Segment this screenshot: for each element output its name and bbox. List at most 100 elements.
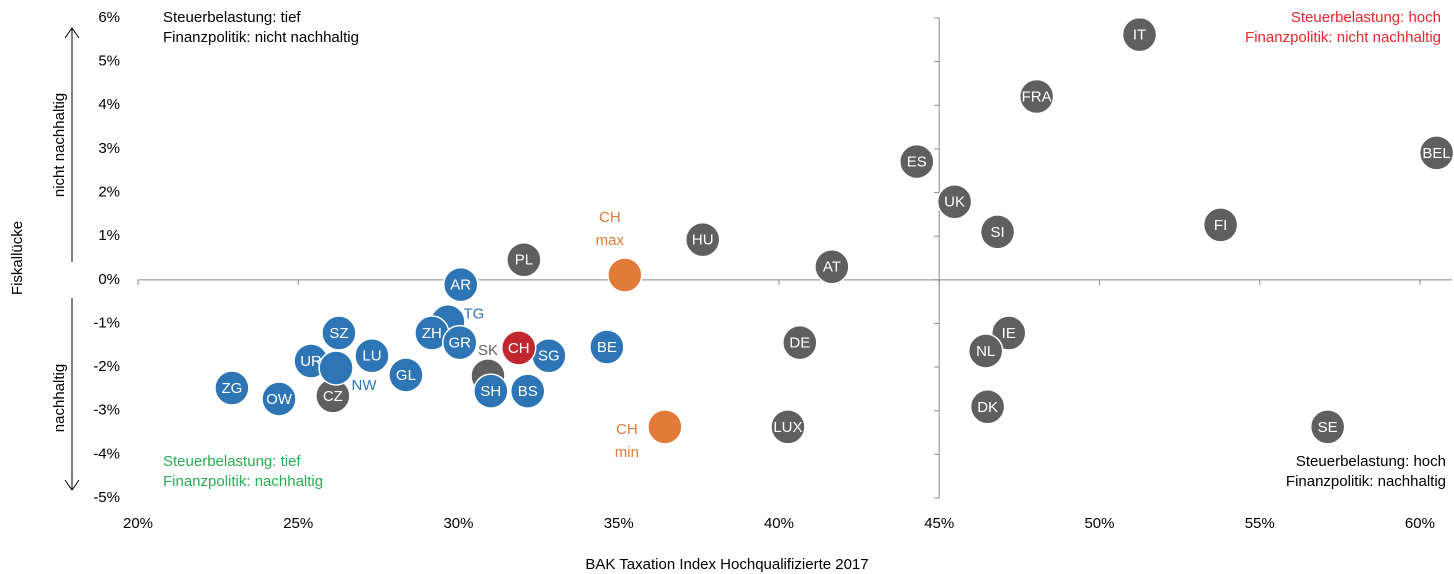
- point-label: AT: [823, 259, 841, 276]
- data-point: [647, 409, 683, 445]
- y-tick-label: 0%: [98, 271, 120, 288]
- data-point: [770, 409, 806, 445]
- quadrant-annotation: Steuerbelastung: tief: [163, 9, 301, 26]
- point-label: GR: [449, 335, 472, 352]
- point-label: FI: [1214, 217, 1227, 234]
- y-tick-label: -5%: [93, 489, 120, 506]
- data-point: [814, 248, 850, 285]
- x-tick-label: 45%: [924, 515, 954, 532]
- point-label: BEL: [1422, 145, 1450, 162]
- y-tick-label: -4%: [93, 445, 120, 462]
- point-label: SE: [1318, 419, 1338, 436]
- quadrant-annotation: Finanzpolitik: nicht nachhaltig: [163, 29, 359, 46]
- point-label: LUX: [773, 419, 802, 436]
- data-point: [684, 221, 721, 258]
- point-label: SG: [538, 348, 560, 365]
- y-tick-label: -3%: [93, 402, 120, 419]
- x-tick-label: 60%: [1405, 515, 1435, 532]
- data-point: [442, 266, 479, 303]
- data-point: [388, 357, 424, 393]
- quadrant-annotation: Steuerbelastung: hoch: [1296, 453, 1446, 470]
- arrow-label-down: nachhaltig: [51, 364, 68, 432]
- quadrant-annotation: Steuerbelastung: tief: [163, 453, 301, 470]
- point-label: ZH: [422, 325, 442, 342]
- point-label: IE: [1002, 325, 1016, 342]
- data-point: [500, 330, 537, 366]
- point-label: SK: [478, 342, 498, 359]
- y-tick-label: 1%: [98, 227, 120, 244]
- point-label: DK: [977, 399, 998, 416]
- point-label: CH max: [596, 209, 625, 249]
- data-point: [589, 329, 625, 365]
- quadrant-annotation: Finanzpolitik: nicht nachhaltig: [1245, 29, 1441, 46]
- data-point: [318, 350, 354, 386]
- data-point: [506, 241, 542, 278]
- point-label: UK: [944, 194, 965, 211]
- x-tick-label: 35%: [604, 515, 634, 532]
- point-label: FRA: [1022, 89, 1052, 106]
- x-tick-label: 25%: [283, 515, 313, 532]
- y-tick-label: 6%: [98, 9, 120, 26]
- point-label: LU: [362, 348, 381, 365]
- data-point: [1309, 409, 1346, 445]
- data-point: [1202, 207, 1239, 243]
- y-axis-title: Fiskallücke: [9, 221, 26, 295]
- point-label: CZ: [323, 388, 343, 405]
- data-point: [1121, 16, 1158, 53]
- point-label: CH min: [615, 421, 639, 461]
- y-tick-label: -2%: [93, 358, 120, 375]
- data-point: [967, 333, 1004, 369]
- point-label: PL: [515, 252, 533, 269]
- point-label: UR: [300, 353, 322, 370]
- data-point: [979, 214, 1016, 250]
- arrow-up: [64, 27, 80, 262]
- point-label: NL: [976, 343, 995, 360]
- data-point: [969, 389, 1006, 425]
- data-point: [321, 315, 357, 351]
- point-label: AR: [450, 277, 471, 294]
- point-label: ES: [907, 154, 927, 171]
- point-label: HU: [692, 232, 714, 249]
- data-point: [214, 370, 250, 406]
- data-point: [509, 373, 546, 409]
- point-label: CH: [508, 340, 530, 357]
- point-label: NW: [352, 377, 378, 394]
- data-point: [442, 324, 478, 361]
- point-label: SI: [990, 224, 1004, 241]
- point-label: IT: [1133, 27, 1146, 44]
- data-point: [899, 143, 935, 180]
- y-tick-label: 3%: [98, 140, 120, 157]
- data-point: [261, 381, 297, 417]
- data-point: [354, 337, 390, 374]
- y-tick-label: 2%: [98, 184, 120, 201]
- y-tick-label: 4%: [98, 96, 120, 113]
- quadrant-annotation: Finanzpolitik: nachhaltig: [163, 473, 323, 490]
- data-point: [782, 324, 818, 361]
- x-tick-label: 55%: [1245, 515, 1275, 532]
- arrow-down: [64, 298, 80, 491]
- data-point: [936, 183, 973, 220]
- point-label: BE: [597, 339, 617, 356]
- x-tick-label: 40%: [764, 515, 794, 532]
- x-axis-title: BAK Taxation Index Hochqualifizierte 201…: [585, 556, 868, 573]
- quadrant-annotation: Steuerbelastung: hoch: [1291, 9, 1441, 26]
- arrow-label-up: nicht nachhaltig: [51, 93, 68, 197]
- point-label: GL: [396, 367, 416, 384]
- point-label: OW: [266, 391, 293, 408]
- quadrant-annotation: Finanzpolitik: nachhaltig: [1286, 473, 1446, 490]
- data-point: [473, 373, 509, 409]
- point-label: BS: [518, 383, 538, 400]
- point-label: SH: [480, 383, 501, 400]
- point-label: SZ: [329, 325, 348, 342]
- x-tick-label: 20%: [123, 515, 153, 532]
- point-label: TG: [463, 306, 484, 323]
- x-tick-label: 30%: [443, 515, 473, 532]
- point-label: DE: [789, 335, 810, 352]
- x-tick-label: 50%: [1084, 515, 1114, 532]
- data-point: [1018, 78, 1055, 115]
- point-label: ZG: [221, 380, 242, 397]
- y-tick-label: 5%: [98, 53, 120, 70]
- data-point: [607, 257, 643, 293]
- y-tick-label: -1%: [93, 314, 120, 331]
